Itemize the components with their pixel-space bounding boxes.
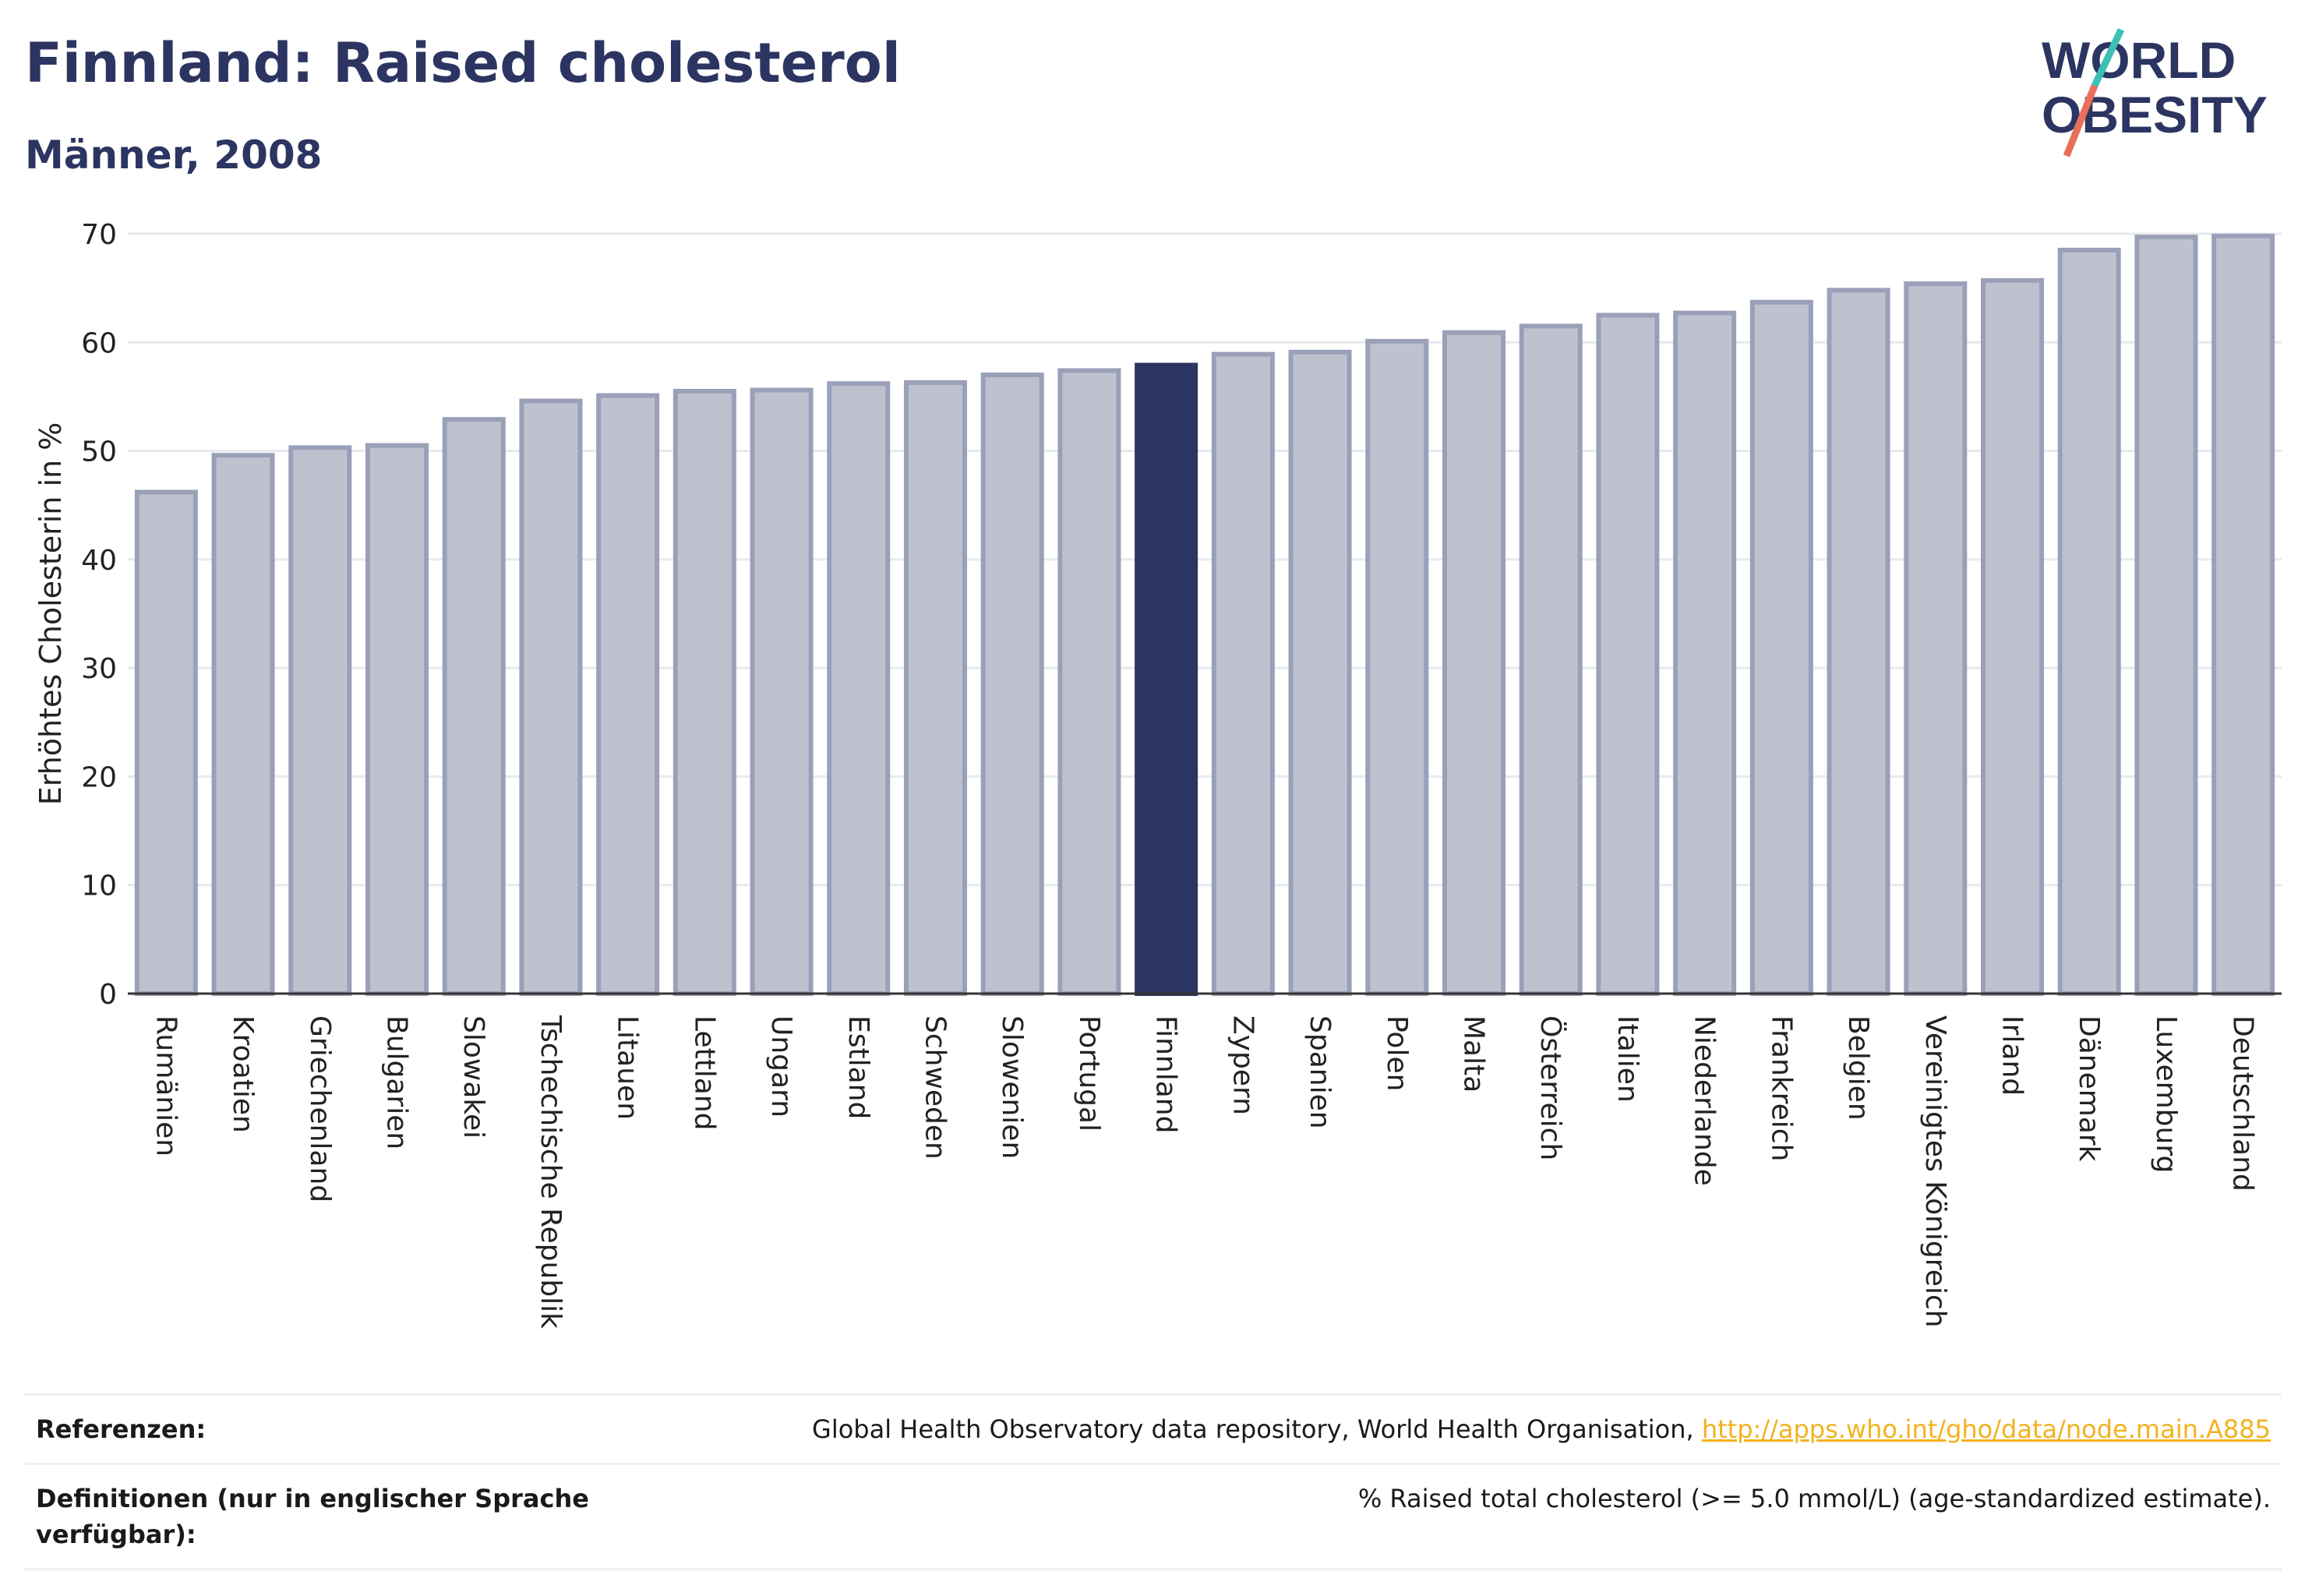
x-tick-label: Griechenland [304,1015,336,1202]
bar [442,417,506,996]
bar [288,445,352,996]
bar [1827,288,1890,996]
x-tick-label: Spanien [1304,1015,1336,1129]
chart-subtitle: Männer, 2008 [25,132,323,178]
bar [1057,368,1121,996]
world-obesity-logo: WORLD OBESITY [2042,28,2268,157]
x-tick-label: Luxemburg [2150,1015,2182,1173]
x-tick-label: Estland [842,1015,874,1119]
y-tick-label: 10 [81,870,117,902]
x-tick-label: Malta [1458,1015,1490,1093]
x-tick-label: Polen [1381,1015,1413,1091]
y-tick-label: 60 [81,327,117,359]
bar [1904,281,1968,997]
x-tick-label: Italien [1611,1015,1643,1103]
x-tick-label: Irland [1996,1015,2028,1096]
x-tick-label: Dänemark [2073,1015,2105,1162]
x-tick-label: Tschechische Republik [535,1015,567,1329]
x-tick-label: Belgien [1842,1015,1874,1121]
x-tick-label: Portugal [1073,1015,1105,1132]
bar [1749,299,1813,996]
logo-line1: WORLD [2042,31,2236,89]
logo-slash-top [2091,28,2125,87]
references-label: Referenzen: [36,1414,206,1444]
x-tick-label: Slowakei [457,1015,489,1139]
x-tick-label: Bulgarien [381,1015,413,1149]
bar [1519,323,1583,996]
logo-line2: OBESITY [2042,86,2268,143]
x-tick-label: Niederlande [1689,1015,1721,1186]
y-tick-label: 0 [99,979,117,1011]
bar [1673,310,1737,996]
x-tick-label: Schweden [920,1015,951,1160]
chart-title: Finnland: Raised cholesterol [25,31,901,95]
bar [1211,351,1275,997]
references-link[interactable]: http://apps.who.int/gho/data/node.main.A… [1701,1414,2271,1444]
x-tick-label: Österreich [1534,1015,1567,1160]
bar [1596,312,1660,996]
y-axis-label: Erhöhtes Cholesterin in % [34,422,68,806]
x-tick-label: Rumänien [150,1015,182,1156]
bar [1442,330,1506,996]
logo-slash-bottom [2063,84,2099,157]
bar [365,443,429,996]
bar [903,380,968,997]
definitions-label: Definitionen (nur in englischer Sprache … [36,1484,589,1549]
y-tick-label: 20 [81,761,117,793]
bar [980,373,1044,997]
bar-chart: 0 10 20 30 40 50 60 70 Rumänien Kroatien Griechenl… [34,219,2282,1329]
bar [1365,338,1429,996]
bar [2134,235,2198,996]
x-tick-label: Finnland [1150,1015,1182,1133]
references-text: Global Health Observatory data repositor… [812,1414,1702,1444]
y-tick-label: 30 [81,653,117,685]
bar [827,381,891,996]
x-tick-label: Ungarn [765,1015,797,1118]
bar [1980,277,2045,996]
definitions-value: % Raised total cholesterol (>= 5.0 mmol/… [1357,1484,2271,1513]
bar [596,393,660,996]
y-tick-label: 40 [81,545,117,577]
y-tick-label: 70 [81,219,117,251]
bar [750,387,814,997]
bar [672,388,736,996]
bar [519,398,583,996]
bar [1288,349,1352,997]
x-tick-label: Slowenien [996,1015,1028,1159]
bar [2057,247,2121,996]
definitions-row: Definitionen (nur in englischer Sprache … [25,1463,2282,1570]
x-tick-label: Frankreich [1765,1015,1797,1161]
bar [1135,362,1198,996]
references-row: Referenzen: Global Health Observatory da… [25,1393,2282,1463]
x-tick-label: Lettland [688,1015,720,1131]
bar [211,453,275,996]
bar [134,489,198,996]
x-tick-label: Kroatien [227,1015,259,1133]
x-tick-label: Deutschland [2227,1015,2259,1192]
x-tick-label: Litauen [612,1015,644,1120]
references-value: Global Health Observatory data repositor… [812,1411,2271,1447]
y-tick-label: 50 [81,436,117,468]
bar [2211,233,2275,996]
x-tick-label: Vereinigtes Königreich [1919,1015,1951,1328]
references-table: Referenzen: Global Health Observatory da… [25,1393,2282,1570]
x-tick-label: Zypern [1227,1015,1258,1115]
